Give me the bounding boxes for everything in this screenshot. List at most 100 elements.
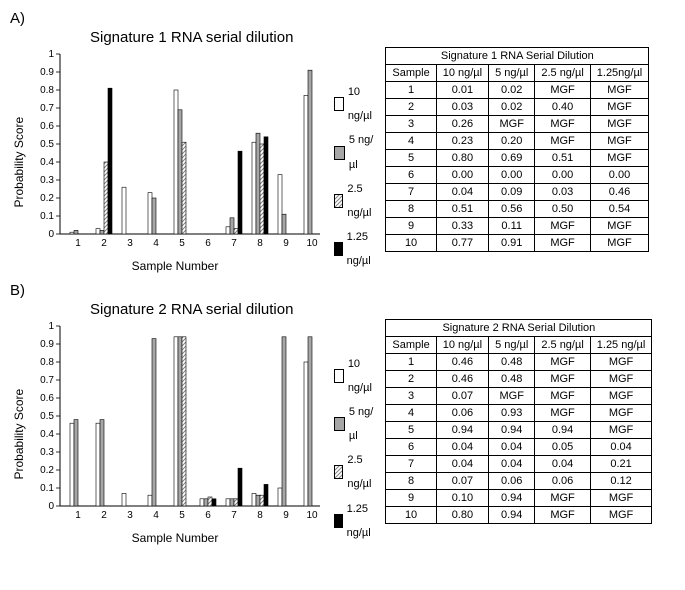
table-cell: 6	[386, 167, 436, 184]
table-cell: MGF	[535, 370, 590, 387]
legend-label: 2.5 ng/µl	[347, 177, 373, 225]
bar	[230, 498, 234, 505]
bar	[260, 144, 264, 234]
table-cell: 10	[386, 506, 436, 523]
table-cell: 0.46	[590, 184, 648, 201]
panel: Signature 1 RNA serial dilution Probabil…	[10, 29, 675, 274]
bar	[152, 338, 156, 505]
table-title: Signature 2 RNA Serial Dilution	[386, 319, 652, 336]
legend-item: 1.25 ng/µl	[334, 497, 373, 545]
ytick-label: 0.7	[40, 375, 54, 386]
table-cell: 4	[386, 133, 436, 150]
table-col: 5 ng/µl	[489, 336, 535, 353]
table-cell: 0.05	[535, 438, 590, 455]
table-cell: 8	[386, 201, 436, 218]
table-cell: 0.46	[436, 353, 488, 370]
table-cell: MGF	[590, 506, 652, 523]
table-cell: MGF	[535, 387, 590, 404]
table-cell: MGF	[489, 116, 535, 133]
ytick-label: 0.8	[40, 85, 54, 96]
bar	[252, 142, 256, 234]
chart-area: Signature 2 RNA serial dilution Probabil…	[10, 301, 373, 546]
table-cell: MGF	[535, 235, 590, 252]
bar	[252, 493, 256, 506]
ytick-label: 0.2	[40, 465, 54, 476]
table-row: 10.010.02MGFMGF	[386, 82, 649, 99]
table-row: 10.460.48MGFMGF	[386, 353, 652, 370]
table-row: 40.060.93MGFMGF	[386, 404, 652, 421]
bar	[148, 495, 152, 506]
ylabel: Probability Score	[10, 50, 26, 274]
table-cell: 0.94	[489, 421, 535, 438]
table-cell: 7	[386, 455, 436, 472]
data-table: Signature 1 RNA Serial DilutionSample10 …	[385, 47, 649, 252]
xtick-label: 10	[306, 238, 318, 249]
chart-area: Signature 1 RNA serial dilution Probabil…	[10, 29, 373, 274]
ytick-label: 0.9	[40, 67, 54, 78]
table-cell: MGF	[590, 404, 652, 421]
table-cell: MGF	[535, 116, 590, 133]
bar	[122, 493, 126, 506]
xtick-label: 2	[101, 510, 107, 521]
table-cell: MGF	[590, 421, 652, 438]
xtick-label: 9	[283, 510, 289, 521]
table-cell: 0.03	[436, 99, 488, 116]
table-cell: 1	[386, 353, 436, 370]
legend-item: 5 ng/µl	[334, 400, 373, 448]
table-cell: MGF	[590, 353, 652, 370]
table-title: Signature 1 RNA Serial Dilution	[386, 48, 649, 65]
table-cell: 5	[386, 150, 436, 167]
table-cell: MGF	[535, 489, 590, 506]
table-cell: MGF	[590, 370, 652, 387]
table-cell: 0.10	[436, 489, 488, 506]
xtick-label: 10	[306, 510, 318, 521]
table-row: 70.040.090.030.46	[386, 184, 649, 201]
table-row: 60.000.000.000.00	[386, 167, 649, 184]
xtick-label: 5	[179, 238, 185, 249]
xtick-label: 5	[179, 510, 185, 521]
legend-item: 10 ng/µl	[334, 352, 373, 400]
legend-label: 10 ng/µl	[348, 352, 374, 400]
table-cell: MGF	[535, 404, 590, 421]
table-cell: 0.06	[489, 472, 535, 489]
ytick-label: 0.3	[40, 447, 54, 458]
table-cell: 5	[386, 421, 436, 438]
legend-label: 1.25 ng/µl	[347, 497, 374, 545]
table-cell: MGF	[590, 235, 648, 252]
ytick-label: 0	[48, 229, 54, 240]
bar	[238, 468, 242, 506]
table-row: 90.330.11MGFMGF	[386, 218, 649, 235]
table-row: 100.800.94MGFMGF	[386, 506, 652, 523]
table-col: Sample	[386, 336, 436, 353]
bar	[122, 187, 126, 234]
bar	[182, 336, 186, 505]
ytick-label: 0.1	[40, 211, 54, 222]
table-cell: 0.07	[436, 472, 488, 489]
table-cell: 2	[386, 370, 436, 387]
table-row: 50.800.690.51MGF	[386, 150, 649, 167]
xtick-label: 9	[283, 238, 289, 249]
table-row: 90.100.94MGFMGF	[386, 489, 652, 506]
table-cell: 9	[386, 489, 436, 506]
ytick-label: 0.1	[40, 483, 54, 494]
bar	[278, 175, 282, 234]
bar	[70, 423, 74, 506]
bar	[212, 498, 216, 505]
bar	[282, 214, 286, 234]
chart-svg: 00.10.20.30.40.50.60.70.80.91 1234567891…	[26, 322, 324, 524]
bar	[278, 488, 282, 506]
table-cell: 7	[386, 184, 436, 201]
ytick-label: 0.5	[40, 411, 54, 422]
table-cell: 0.00	[489, 167, 535, 184]
table-cell: MGF	[590, 82, 648, 99]
table-cell: 0.91	[489, 235, 535, 252]
table-cell: MGF	[535, 218, 590, 235]
table-cell: MGF	[590, 218, 648, 235]
legend-label: 1.25 ng/µl	[347, 225, 374, 273]
panel-label: A)	[10, 10, 675, 27]
table-cell: 0.80	[436, 150, 488, 167]
table-cell: 0.69	[489, 150, 535, 167]
table-cell: 0.02	[489, 82, 535, 99]
table-cell: 0.00	[535, 167, 590, 184]
table-row: 50.940.940.94MGF	[386, 421, 652, 438]
